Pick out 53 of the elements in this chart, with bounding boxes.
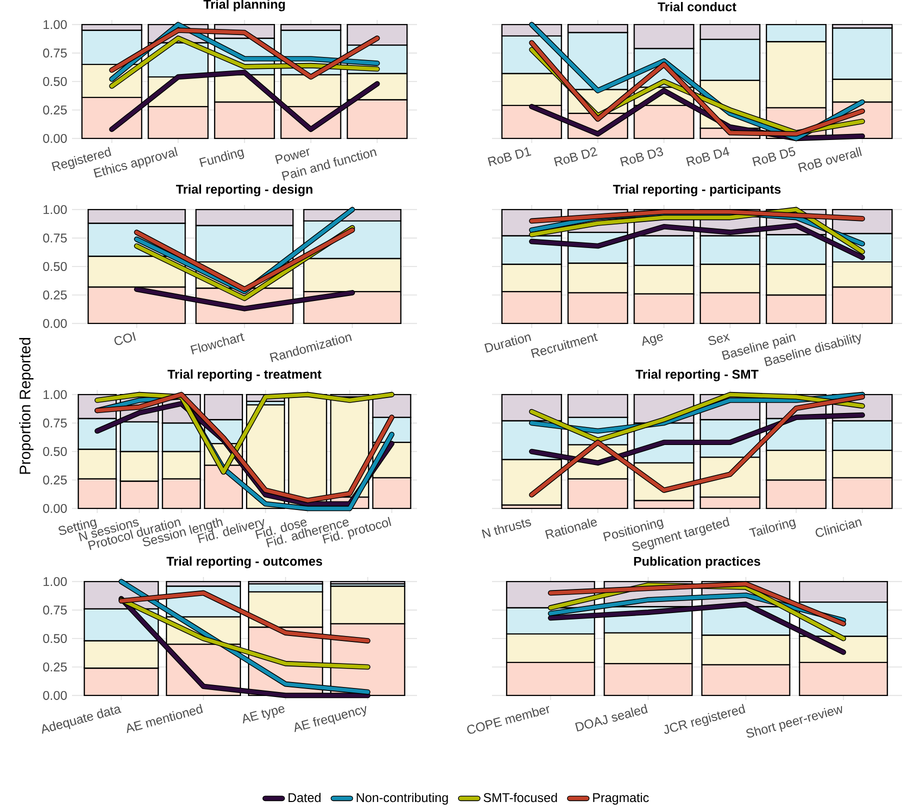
x-tick-label: RoB overall xyxy=(798,146,862,172)
x-tick-label: RoB D3 xyxy=(620,147,664,166)
x-tick-label: Flowchart xyxy=(190,332,245,354)
y-tick-label: 0.50 xyxy=(43,634,67,643)
y-tick-label: 0.75 xyxy=(43,418,67,428)
y-tick-label: 0.00 xyxy=(43,318,67,328)
y-tick-label: 0.25 xyxy=(43,475,67,484)
x-tick-label: Funding xyxy=(199,149,244,168)
x-tick-label: COPE member xyxy=(467,706,550,734)
x-tick-label: RoB D2 xyxy=(554,147,598,166)
y-tick-label: 0.50 xyxy=(43,77,67,86)
y-tick-label: 0.75 xyxy=(43,234,67,243)
y-tick-label: 1.00 xyxy=(44,205,67,214)
x-tick-label: RoB D1 xyxy=(488,147,532,166)
x-tick-label: Duration xyxy=(484,334,532,353)
x-tick-label: DOAJ sealed xyxy=(575,704,648,732)
x-tick-label: Tailoring xyxy=(748,519,796,537)
legend-label: Dated xyxy=(288,792,321,802)
y-tick-label: 0.25 xyxy=(43,290,67,300)
y-tick-label: 0.75 xyxy=(43,606,67,615)
chart-title: Trial reporting - outcomes xyxy=(166,556,322,568)
y-tick-label: 0.00 xyxy=(43,504,67,513)
chart-title: Publication practices xyxy=(634,556,760,568)
x-tick-label: Rationale xyxy=(545,518,598,540)
y-tick-label: 0.50 xyxy=(43,447,67,456)
chart-title: Trial conduct xyxy=(658,2,736,12)
x-tick-label: Adequate data xyxy=(42,706,122,734)
chart-title: Trial reporting - participants xyxy=(613,184,781,196)
x-tick-label: AE frequency xyxy=(294,706,366,732)
x-tick-label: RoB D5 xyxy=(752,146,796,166)
y-tick-label: 1.00 xyxy=(44,390,67,400)
y-tick-label: 0.50 xyxy=(43,262,67,271)
x-tick-label: RoB D4 xyxy=(686,146,730,166)
x-tick-label: Clinician xyxy=(816,520,862,537)
legend-label: SMT-focused xyxy=(484,792,557,802)
y-tick-label: 1.00 xyxy=(44,577,67,586)
y-tick-label: 1.00 xyxy=(44,20,67,30)
chart-title: Trial reporting - design xyxy=(176,184,312,196)
y-axis-title: Proportion Reported xyxy=(19,338,34,474)
x-tick-label: N thrusts xyxy=(482,520,532,538)
y-tick-label: 0.25 xyxy=(43,662,67,672)
y-tick-label: 0.25 xyxy=(43,105,67,114)
y-tick-label: 0.00 xyxy=(43,134,67,143)
y-tick-label: 0.00 xyxy=(43,690,67,700)
x-tick-label: Power xyxy=(275,148,310,164)
y-tick-label: 0.75 xyxy=(43,48,67,58)
x-tick-label: AE type xyxy=(242,706,285,724)
x-tick-label: Age xyxy=(642,334,664,346)
chart-title: Trial reporting - treatment xyxy=(168,369,322,382)
x-tick-label: COI xyxy=(114,332,136,346)
chart-title: Trial reporting - SMT xyxy=(636,369,758,382)
legend-label: Pragmatic xyxy=(593,792,649,805)
legend-label: Non-contributing xyxy=(356,792,448,805)
